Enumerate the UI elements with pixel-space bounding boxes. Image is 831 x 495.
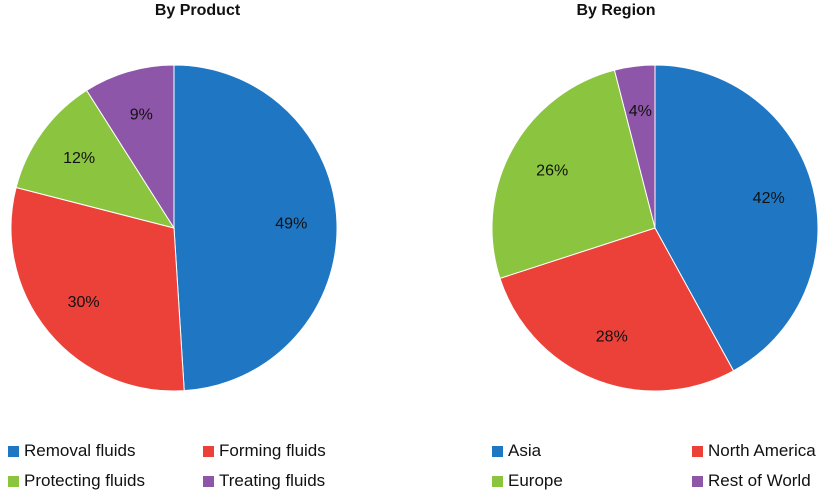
legend-item-treating-fluids: Treating fluids xyxy=(203,471,325,491)
data-label-treating-fluids: 9% xyxy=(130,107,153,124)
legend-swatch xyxy=(8,445,19,457)
pie-slice-europe xyxy=(491,69,656,280)
legend-swatch xyxy=(203,475,214,487)
legend-item-forming-fluids: Forming fluids xyxy=(203,441,326,461)
legend-item-europe: Europe xyxy=(492,471,563,491)
pie-slice-forming-fluids xyxy=(10,186,185,392)
legend-item-protecting-fluids: Protecting fluids xyxy=(8,471,145,491)
chart-title: By Product xyxy=(154,2,241,19)
legend-label: Europe xyxy=(508,471,563,490)
data-label-north-america: 28% xyxy=(596,328,628,345)
legend-swatch xyxy=(492,445,503,457)
legend-swatch xyxy=(8,475,19,487)
pie-slice-protecting-fluids xyxy=(15,89,176,229)
pie-svg: 49% 30% 12% 9% xyxy=(10,64,338,392)
pie-slice-asia xyxy=(654,64,819,372)
legend-swatch xyxy=(692,445,703,457)
pie-chart-by-product: By Product 49% 30% 12% 9% Removal fluids For… xyxy=(0,0,415,495)
legend-swatch xyxy=(203,445,214,457)
pie-slice-rest-of-world xyxy=(613,64,656,229)
legend-item-removal-fluids: Removal fluids xyxy=(8,441,136,461)
legend-label: North America xyxy=(708,441,816,460)
data-label-protecting-fluids: 12% xyxy=(63,150,95,167)
legend-label: Treating fluids xyxy=(219,471,326,490)
legend-label: Rest of World xyxy=(708,471,811,490)
chart-title: By Region xyxy=(576,2,656,19)
data-label-forming-fluids: 30% xyxy=(68,294,100,311)
legend-label: Asia xyxy=(508,441,542,460)
legend-label: Removal fluids xyxy=(24,441,136,460)
legend-item-north-america: North America xyxy=(692,441,816,461)
legend-swatch xyxy=(492,475,503,487)
pie-slice-treating-fluids xyxy=(85,64,175,230)
pie-slice-removal-fluids xyxy=(173,64,338,392)
legend-label: Protecting fluids xyxy=(24,471,145,490)
pie-chart-by-region: By Region 42% 28% 26% 4% Asia North America E… xyxy=(415,0,831,495)
data-label-europe: 26% xyxy=(536,163,568,180)
pie-slice-north-america xyxy=(499,227,735,392)
data-label-rest-of-world: 4% xyxy=(629,103,652,120)
legend-item-asia: Asia xyxy=(492,441,541,461)
pie-svg: 42% 28% 26% 4% xyxy=(491,64,819,392)
legend-label: Forming fluids xyxy=(219,441,326,460)
data-label-asia: 42% xyxy=(753,190,785,207)
legend-item-rest-of-world: Rest of World xyxy=(692,471,811,491)
legend-swatch xyxy=(692,475,703,487)
data-label-removal-fluids: 49% xyxy=(275,216,307,233)
